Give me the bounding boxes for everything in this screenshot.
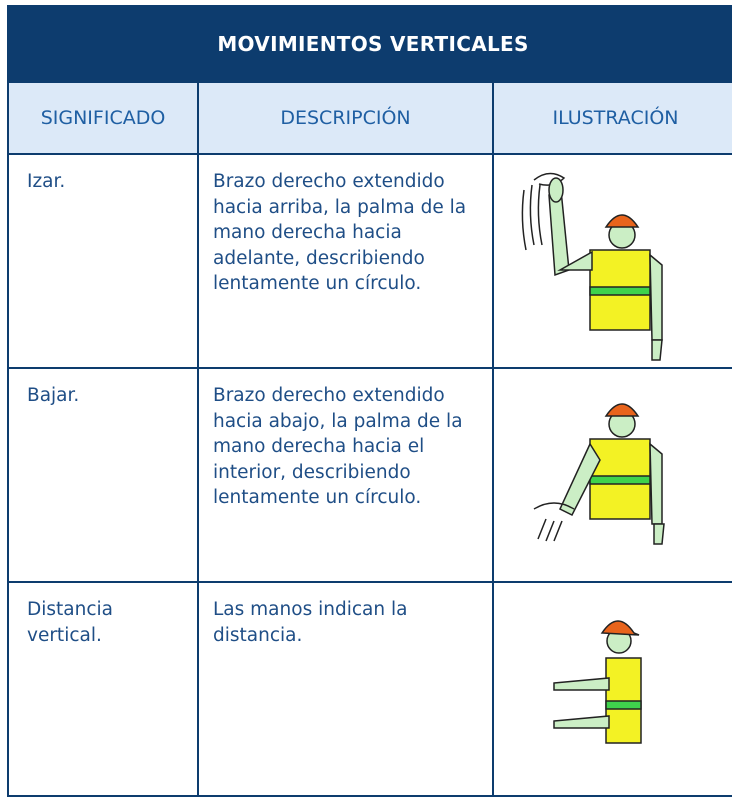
description: Las manos indican la distancia. — [213, 599, 408, 646]
illustration-distance — [553, 620, 642, 744]
meaning: Bajar. — [27, 385, 80, 406]
illustration-lower — [533, 403, 665, 545]
column-header: SIGNIFICADO — [7, 81, 199, 155]
signal-table: MOVIMIENTOS VERTICALES SIGNIFICADO DESCR… — [6, 5, 732, 797]
table-title: MOVIMIENTOS VERTICALES — [6, 5, 732, 83]
column-header: DESCRIPCIÓN — [197, 81, 494, 155]
description: Brazo derecho extendido hacia arriba, la… — [213, 171, 467, 294]
illustration-hoist — [521, 172, 663, 361]
meaning: Izar. — [27, 171, 66, 192]
meaning: Distancia vertical. — [27, 599, 113, 646]
description: Brazo derecho extendido hacia abajo, la … — [213, 385, 463, 508]
column-header: ILUSTRACIÓN — [491, 81, 732, 155]
